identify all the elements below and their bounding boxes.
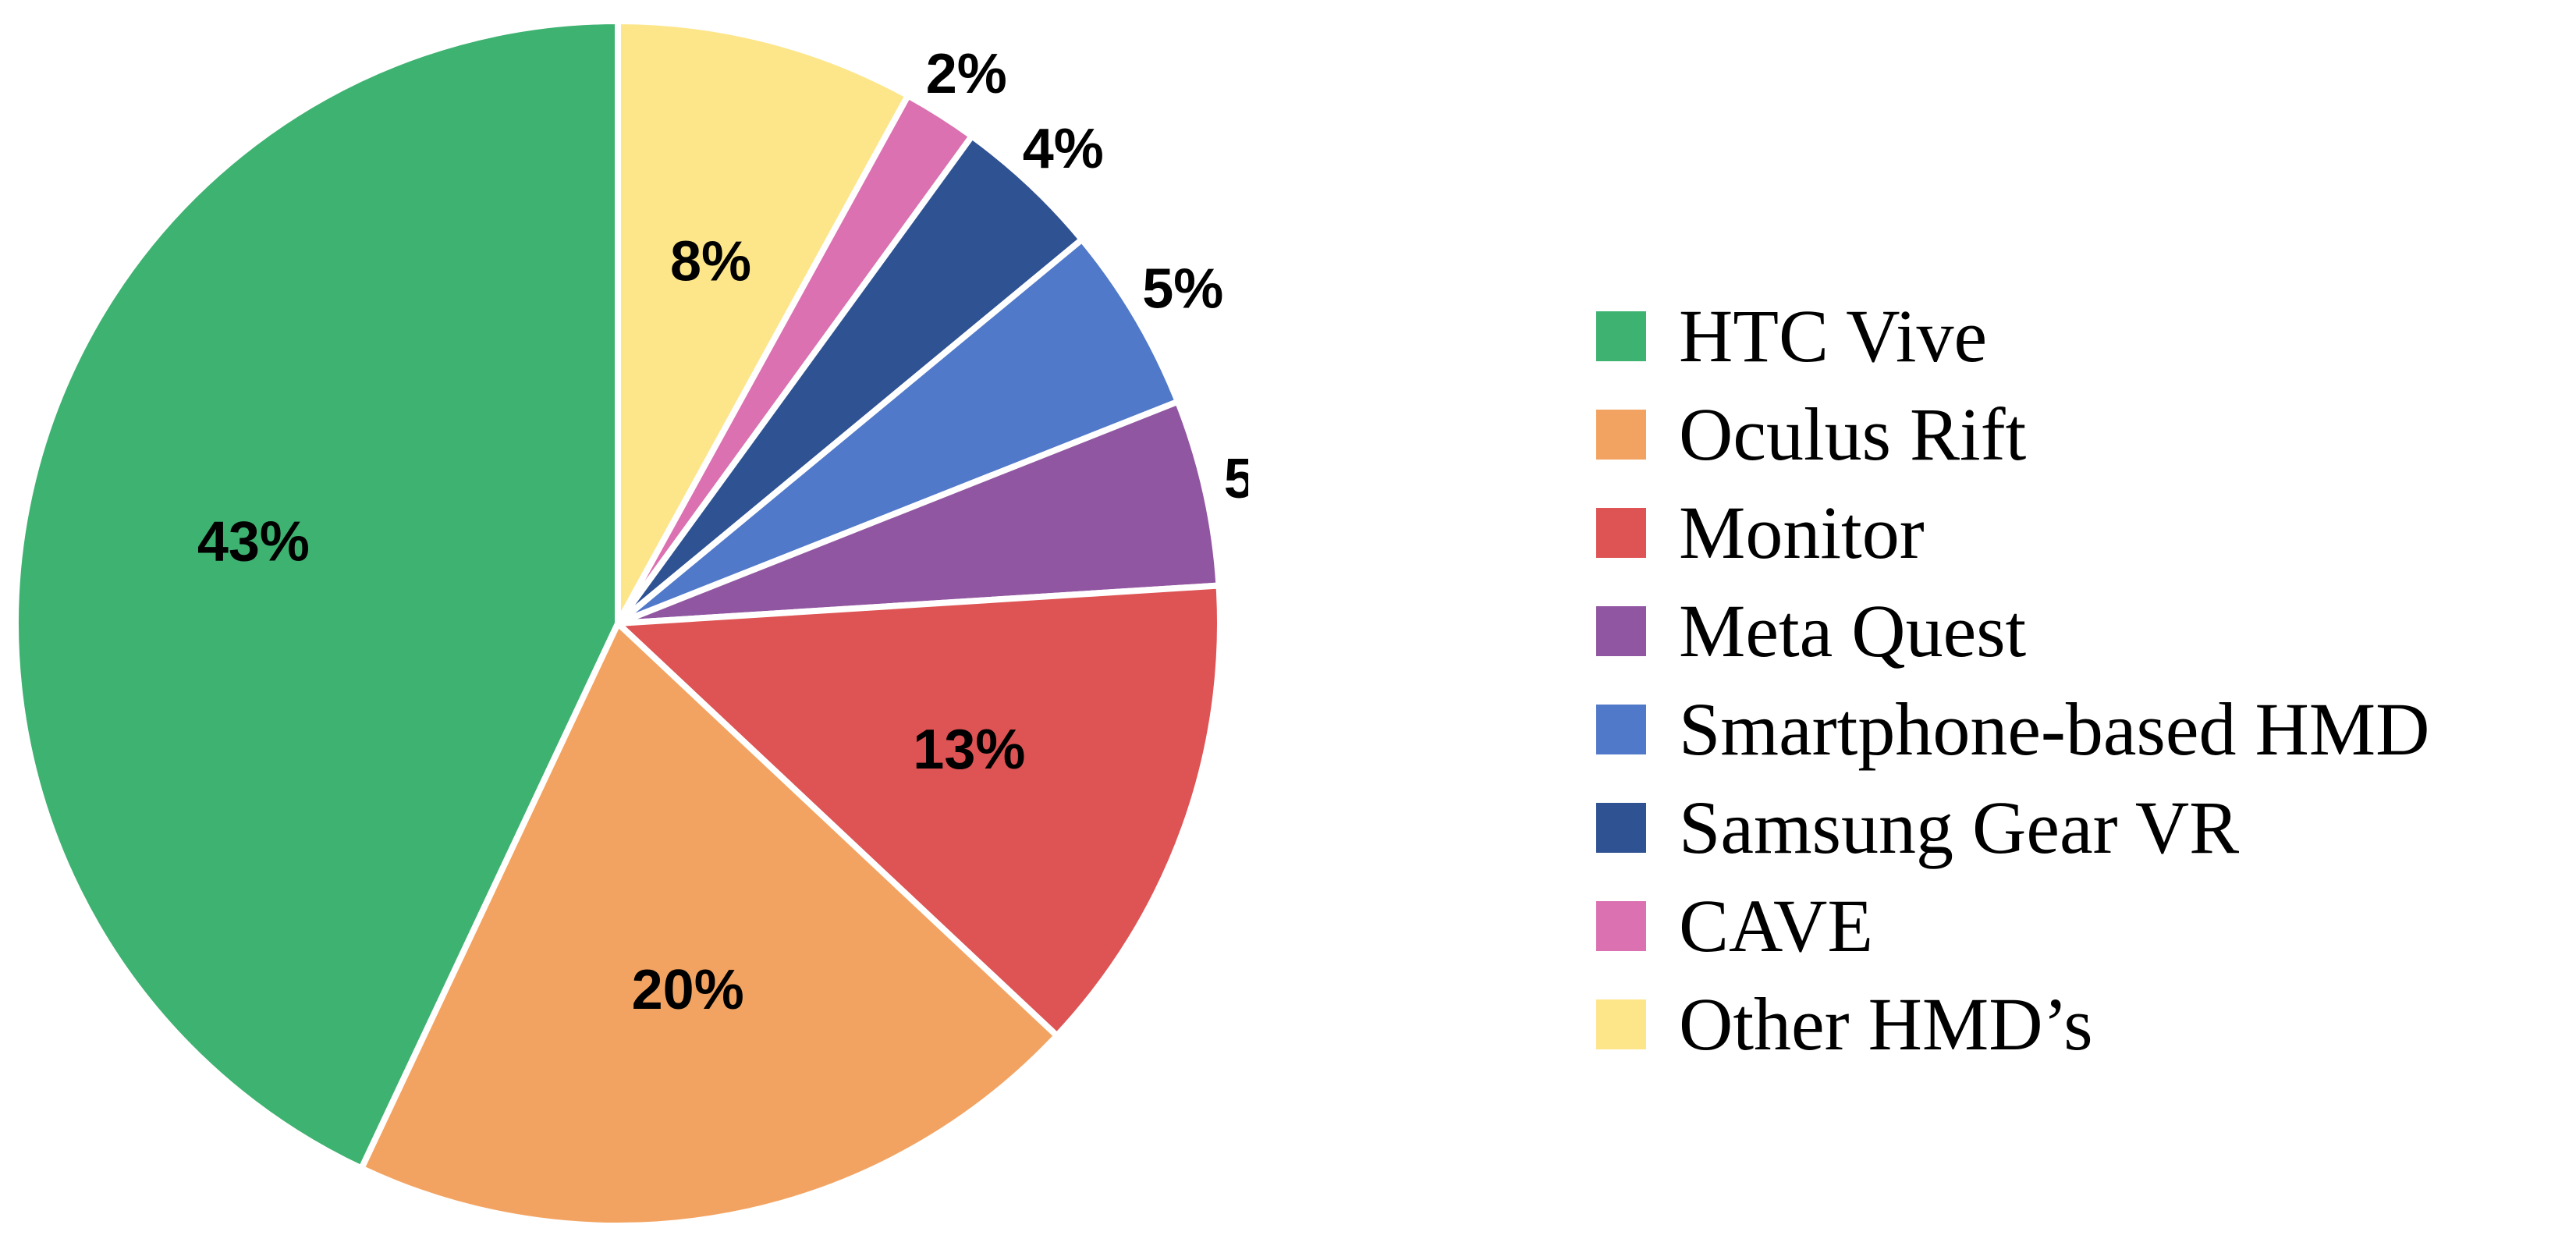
legend-swatch — [1596, 901, 1646, 951]
legend-item: Samsung Gear VR — [1596, 779, 2429, 877]
legend-label: HTC Vive — [1679, 294, 1988, 378]
legend-label: Meta Quest — [1679, 589, 2027, 673]
legend-swatch — [1596, 803, 1646, 853]
pie-value-label: 8% — [670, 230, 751, 293]
pie-slice-smartphone-based-hmd — [615, 236, 1181, 627]
legend-item: Smartphone-based HMD — [1596, 680, 2429, 779]
legend-label: Smartphone-based HMD — [1679, 687, 2430, 771]
legend-item: Other HMD’s — [1596, 975, 2429, 1074]
legend-label: Other HMD’s — [1679, 982, 2093, 1066]
legend-swatch — [1596, 311, 1646, 361]
pie-slice-other-hmd-s — [615, 18, 911, 627]
pie-slices — [12, 18, 1223, 1229]
legend: HTC Vive Oculus Rift Monitor Meta Quest Smar… — [1596, 287, 2429, 1074]
pie-slice-oculus-rift — [358, 620, 1060, 1229]
legend-item: CAVE — [1596, 877, 2429, 975]
legend-swatch — [1596, 508, 1646, 558]
legend-label: Monitor — [1679, 491, 1925, 574]
legend-swatch — [1596, 410, 1646, 460]
pie-chart: 8% 2% 4% 5% 5% 13% 20% 43% — [12, 18, 1248, 1229]
pie-value-label: 5% — [1224, 448, 1248, 510]
legend-label: Samsung Gear VR — [1679, 786, 2240, 869]
legend-item: Meta Quest — [1596, 582, 2429, 680]
legend-item: Oculus Rift — [1596, 385, 2429, 484]
legend-item: HTC Vive — [1596, 287, 2429, 385]
legend-label: CAVE — [1679, 884, 1873, 967]
legend-label: Oculus Rift — [1679, 392, 2027, 476]
legend-swatch — [1596, 705, 1646, 754]
pie-value-label: 43% — [197, 511, 310, 573]
pie-slice-htc-vive — [12, 18, 621, 1172]
legend-swatch — [1596, 999, 1646, 1049]
pie-value-label: 5% — [1142, 258, 1223, 321]
pie-value-label: 2% — [926, 43, 1007, 105]
pie-value-label: 13% — [913, 719, 1025, 781]
pie-labels: 8% 2% 4% 5% 5% 13% 20% 43% — [197, 43, 1248, 1021]
pie-slice-monitor — [615, 582, 1223, 1039]
legend-swatch — [1596, 606, 1646, 656]
pie-value-label: 4% — [1023, 118, 1104, 180]
pie-value-label: 20% — [632, 959, 744, 1021]
pie-slice-meta-quest — [615, 398, 1222, 627]
legend-item: Monitor — [1596, 484, 2429, 582]
